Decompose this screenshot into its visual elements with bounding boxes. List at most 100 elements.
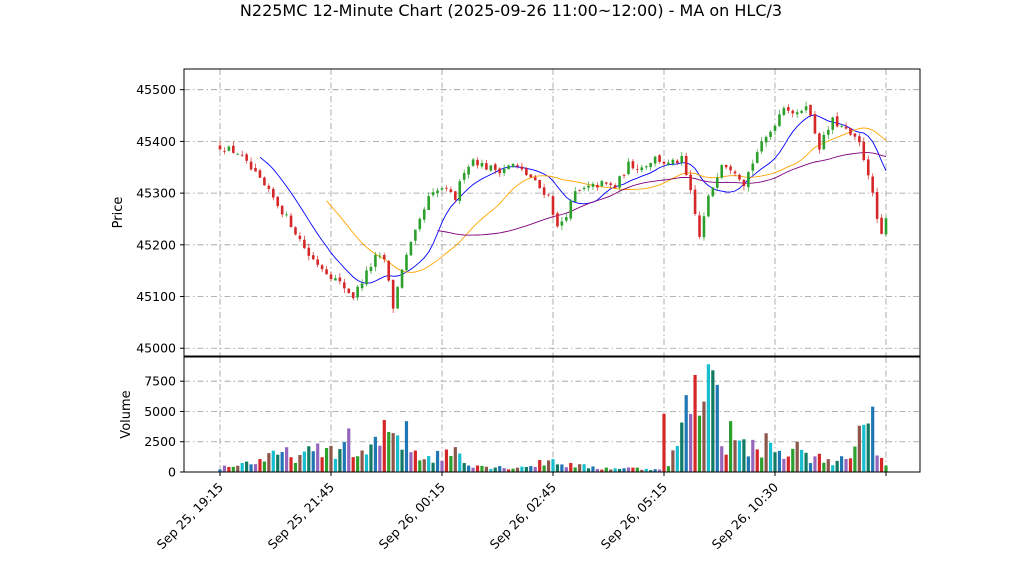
x-tick-label: Sep 26, 05:15 <box>598 480 670 552</box>
volume-bar <box>853 446 857 472</box>
volume-bar <box>311 451 315 472</box>
candle-body <box>858 136 861 143</box>
price-tick-label: 45200 <box>136 237 176 252</box>
candle-body <box>636 168 639 170</box>
candle-body <box>267 185 271 189</box>
volume-bar <box>578 464 582 472</box>
volume-bar <box>253 464 258 472</box>
candle-body <box>258 170 262 178</box>
volume-bar <box>551 459 555 472</box>
volume-bar <box>227 466 231 472</box>
volume-bar <box>653 469 657 472</box>
candle-body <box>667 162 670 165</box>
volume-bar <box>871 406 875 472</box>
candle-body <box>747 172 750 188</box>
volume-bar <box>662 413 666 472</box>
candle-body <box>529 174 533 178</box>
candle-body <box>800 110 803 113</box>
candle-body <box>809 104 812 116</box>
volume-bar <box>764 433 768 472</box>
volume-bar <box>498 466 502 472</box>
volume-bar <box>768 442 773 472</box>
volume-bar <box>529 466 533 472</box>
volume-bar <box>644 468 648 472</box>
volume-bar <box>418 460 422 472</box>
volume-bar <box>564 467 568 472</box>
candle-body <box>826 129 830 135</box>
candle-body <box>396 286 399 309</box>
volume-bar <box>720 446 724 472</box>
volume-bar <box>569 463 573 472</box>
volume-grid <box>184 357 920 472</box>
volume-bar <box>267 453 271 472</box>
candle-body <box>378 255 382 257</box>
candle-body <box>711 187 715 197</box>
candle-body <box>724 165 728 168</box>
volume-bar <box>538 460 542 472</box>
candle-body <box>871 176 874 193</box>
volume-bar <box>800 449 804 472</box>
candle-body <box>658 155 661 162</box>
volume-bar <box>316 443 320 472</box>
volume-bar <box>671 450 675 472</box>
volume-bar <box>387 431 391 472</box>
candle-body <box>476 159 479 166</box>
candle-body <box>671 159 675 165</box>
volume-panel-frame <box>183 356 921 473</box>
volume-bar <box>862 424 866 472</box>
price-y-ticks: 45000 45100 45200 45300 45400 45500 <box>136 82 184 356</box>
volume-bar <box>391 433 395 472</box>
volume-bar <box>804 452 808 472</box>
price-grid <box>184 69 920 356</box>
volume-bar <box>422 459 426 472</box>
candle-body <box>733 171 737 174</box>
candle-body <box>365 270 368 285</box>
volume-bar <box>396 435 400 472</box>
volume-bar <box>471 467 475 472</box>
candle-body <box>653 156 657 164</box>
volume-bar <box>689 413 693 472</box>
volume-bar <box>826 459 830 472</box>
candle-body <box>307 247 311 256</box>
candle-body <box>795 112 799 115</box>
volume-bar <box>879 457 884 472</box>
candle-body <box>698 215 701 237</box>
candle-body <box>289 215 293 228</box>
volume-bar <box>533 466 537 472</box>
volume-bar <box>582 464 586 472</box>
candle-body <box>227 146 231 151</box>
candle-body <box>684 155 688 175</box>
candle-body <box>409 242 413 256</box>
volume-bar <box>351 457 355 472</box>
candle-body <box>538 179 541 189</box>
volume-bar <box>231 466 235 472</box>
price-tick-label: 45000 <box>136 341 176 356</box>
volume-bar <box>356 456 360 472</box>
candle-body <box>285 214 288 216</box>
volume-tick-label: 0 <box>168 465 176 480</box>
volume-bar <box>600 469 604 472</box>
volume-bar <box>737 440 742 472</box>
volume-bar <box>302 451 306 472</box>
candle-body <box>462 173 466 180</box>
candle-body <box>516 165 519 167</box>
candle-body <box>347 288 351 294</box>
candle-body <box>631 161 635 169</box>
candle-body <box>627 161 630 175</box>
candle-body <box>320 265 324 270</box>
volume-bar <box>222 465 227 472</box>
volume-bar <box>835 460 839 472</box>
candle-body <box>431 192 435 196</box>
candle-body <box>609 183 613 185</box>
candle-body <box>769 131 772 137</box>
volume-bar <box>360 450 364 472</box>
volume-bar <box>675 446 679 472</box>
volume-bar <box>751 439 755 472</box>
candle-body <box>218 145 222 150</box>
volume-bar <box>657 469 662 472</box>
candle-body <box>449 189 453 192</box>
volume-bar <box>298 454 302 472</box>
candle-body <box>489 165 493 171</box>
candle-body <box>764 136 768 143</box>
volume-bar <box>697 415 702 472</box>
